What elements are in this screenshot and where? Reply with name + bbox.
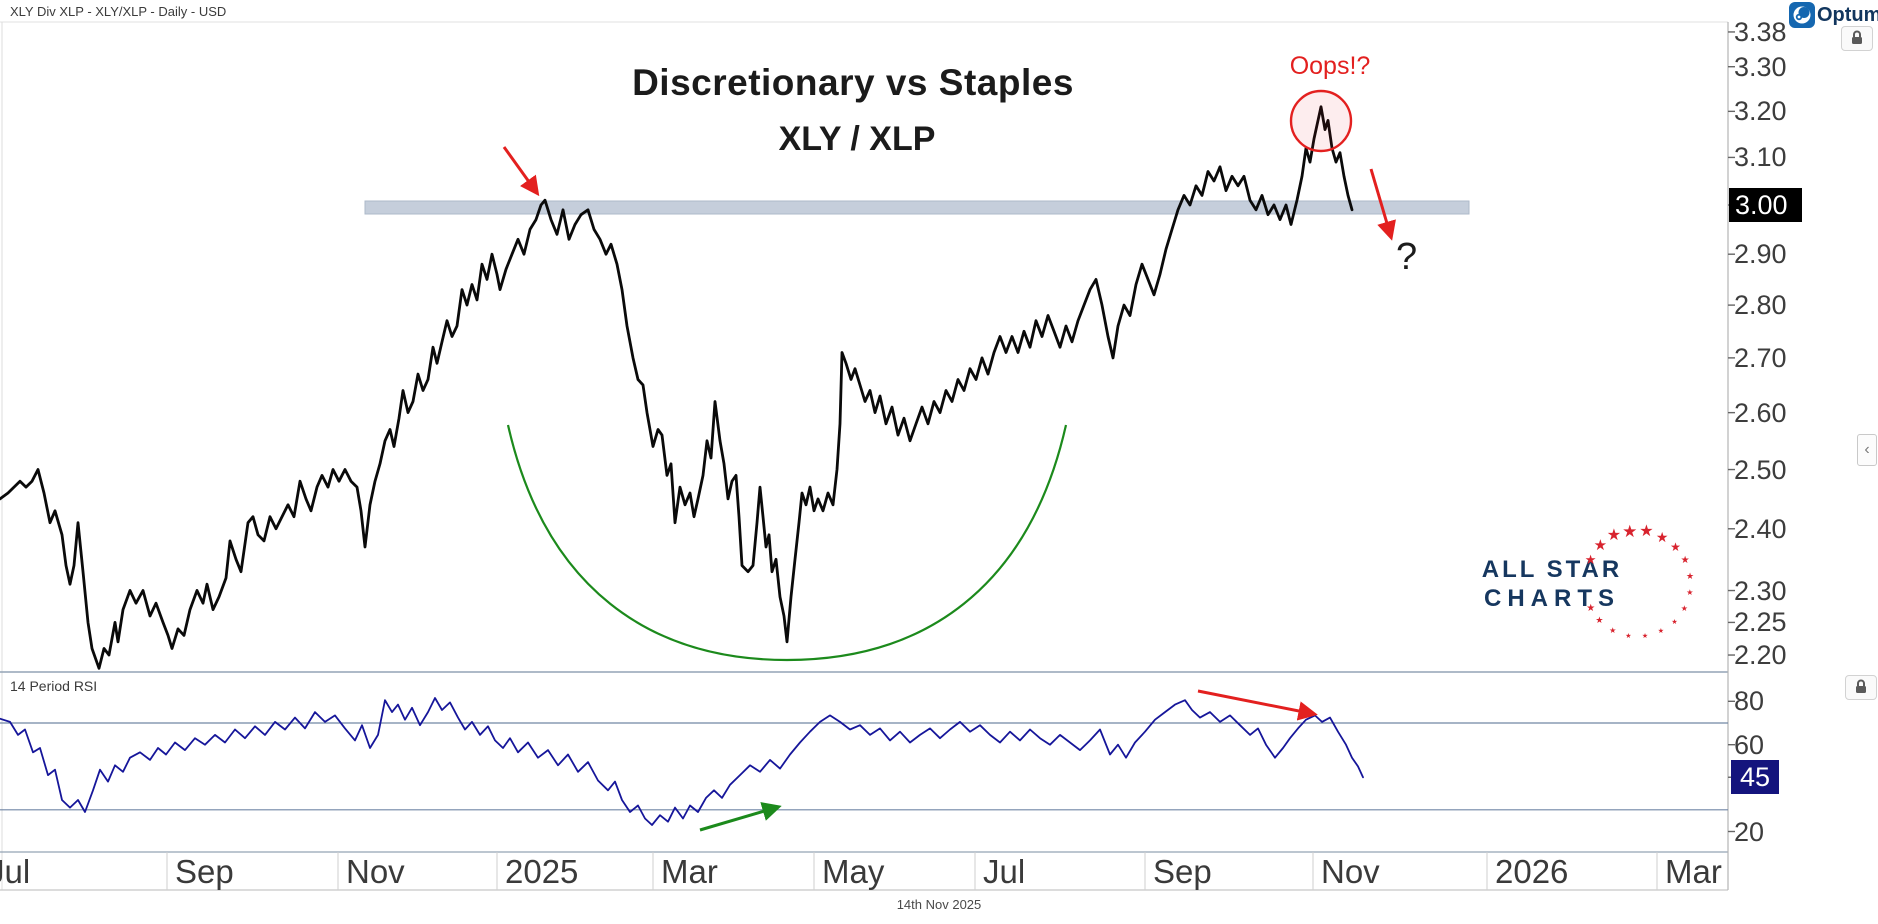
optuma-wordmark: Optuma <box>1817 4 1878 26</box>
star-icon: ★ <box>1584 551 1597 567</box>
green-arrow-annotation-3[interactable] <box>699 802 782 832</box>
price-axis-label-2.60: 2.60 <box>1734 397 1787 428</box>
chevron-left-icon: ‹ <box>1864 441 1870 458</box>
star-icon: ★ <box>1639 522 1654 540</box>
oops-circle-annotation[interactable] <box>1289 89 1353 153</box>
price-axis-label-3.38: 3.38 <box>1734 16 1787 47</box>
star-icon: ★ <box>1593 537 1608 555</box>
x-axis-label-May: May <box>822 853 885 890</box>
rsi-pane-lock-button[interactable] <box>1845 675 1877 700</box>
x-axis-label-Sep: Sep <box>1153 853 1212 890</box>
allstarcharts-text-line1: ALL STAR <box>1481 556 1623 583</box>
star-icon: ★ <box>1671 618 1678 626</box>
star-icon: ★ <box>1595 615 1604 626</box>
rsi-value-badge: 45 <box>1731 760 1779 794</box>
optuma-logo: Optuma ™ <box>1789 2 1878 33</box>
chart-subtitle: XLY / XLP <box>778 120 936 158</box>
optuma-icon <box>1789 2 1815 33</box>
x-axis-label-Mar: Mar <box>1665 853 1722 890</box>
rsi-axis-label-60: 60 <box>1734 729 1765 760</box>
x-axis-label-Sep: Sep <box>175 853 234 890</box>
x-axis-label-Jul: Jul <box>983 853 1026 890</box>
collapse-axis-button[interactable]: ‹ <box>1857 434 1877 466</box>
window-title: XLY Div XLP - XLY/XLP - Daily - USD <box>10 4 227 19</box>
rsi-axis-label-20: 20 <box>1734 816 1765 847</box>
star-icon: ★ <box>1685 571 1695 582</box>
price-axis-label-2.70: 2.70 <box>1734 342 1787 373</box>
x-axis-label-2025: 2025 <box>505 853 579 890</box>
rsi-line <box>0 697 1364 826</box>
price-axis-label-3.10: 3.10 <box>1734 142 1787 173</box>
star-icon: ★ <box>1680 603 1688 613</box>
red-arrow-annotation-0[interactable] <box>502 146 540 197</box>
price-axis-label-2.90: 2.90 <box>1734 239 1787 270</box>
cup-arc-annotation[interactable] <box>506 424 1068 662</box>
price-axis-label-2.80: 2.80 <box>1734 290 1787 321</box>
lock-icon <box>1853 679 1869 697</box>
x-axis-label-2026: 2026 <box>1495 853 1569 890</box>
axis-date-label: 14th Nov 2025 <box>896 897 982 912</box>
last-price-badge: 3.00 <box>1729 188 1802 222</box>
star-icon: ★ <box>1622 522 1638 542</box>
rsi-pane-label: 14 Period RSI <box>10 678 98 694</box>
star-icon: ★ <box>1680 554 1690 566</box>
red-arrow-annotation-1[interactable] <box>1369 168 1396 241</box>
price-axis-label-3.20: 3.20 <box>1734 96 1787 127</box>
star-icon: ★ <box>1670 540 1681 555</box>
price-axis-label-2.20: 2.20 <box>1734 640 1787 671</box>
star-icon: ★ <box>1625 632 1632 640</box>
price-axis-label-2.50: 2.50 <box>1734 454 1787 485</box>
price-pane-lock-button[interactable] <box>1841 26 1873 51</box>
star-icon: ★ <box>1606 527 1622 545</box>
rsi-axis-label-80: 80 <box>1734 686 1765 717</box>
price-line <box>0 105 1354 670</box>
red-arrow-annotation-2[interactable] <box>1197 689 1318 721</box>
price-axis-label-2.30: 2.30 <box>1734 575 1787 606</box>
resistance-band-annotation[interactable] <box>364 200 1470 215</box>
question-mark-annotation[interactable]: ? <box>1396 236 1418 278</box>
star-icon: ★ <box>1655 529 1669 546</box>
star-icon: ★ <box>1641 632 1649 640</box>
oops-annotation-text[interactable]: Oops!? <box>1289 52 1371 80</box>
chart-title: Discretionary vs Staples <box>632 62 1074 103</box>
star-icon: ★ <box>1586 602 1596 614</box>
star-icon: ★ <box>1657 628 1664 636</box>
x-axis-label-Jul: Jul <box>0 853 31 890</box>
lock-icon <box>1849 30 1865 48</box>
price-axis-label-3.30: 3.30 <box>1734 51 1787 82</box>
x-axis-label-Mar: Mar <box>661 853 718 890</box>
star-icon: ★ <box>1686 588 1694 598</box>
x-axis-label-Nov: Nov <box>346 853 405 890</box>
allstarcharts-text-line2: CHARTS <box>1484 585 1620 612</box>
price-axis-label-2.25: 2.25 <box>1734 607 1787 638</box>
x-axis-label-Nov: Nov <box>1321 853 1380 890</box>
star-icon: ★ <box>1609 625 1617 635</box>
price-axis-label-2.40: 2.40 <box>1734 513 1787 544</box>
